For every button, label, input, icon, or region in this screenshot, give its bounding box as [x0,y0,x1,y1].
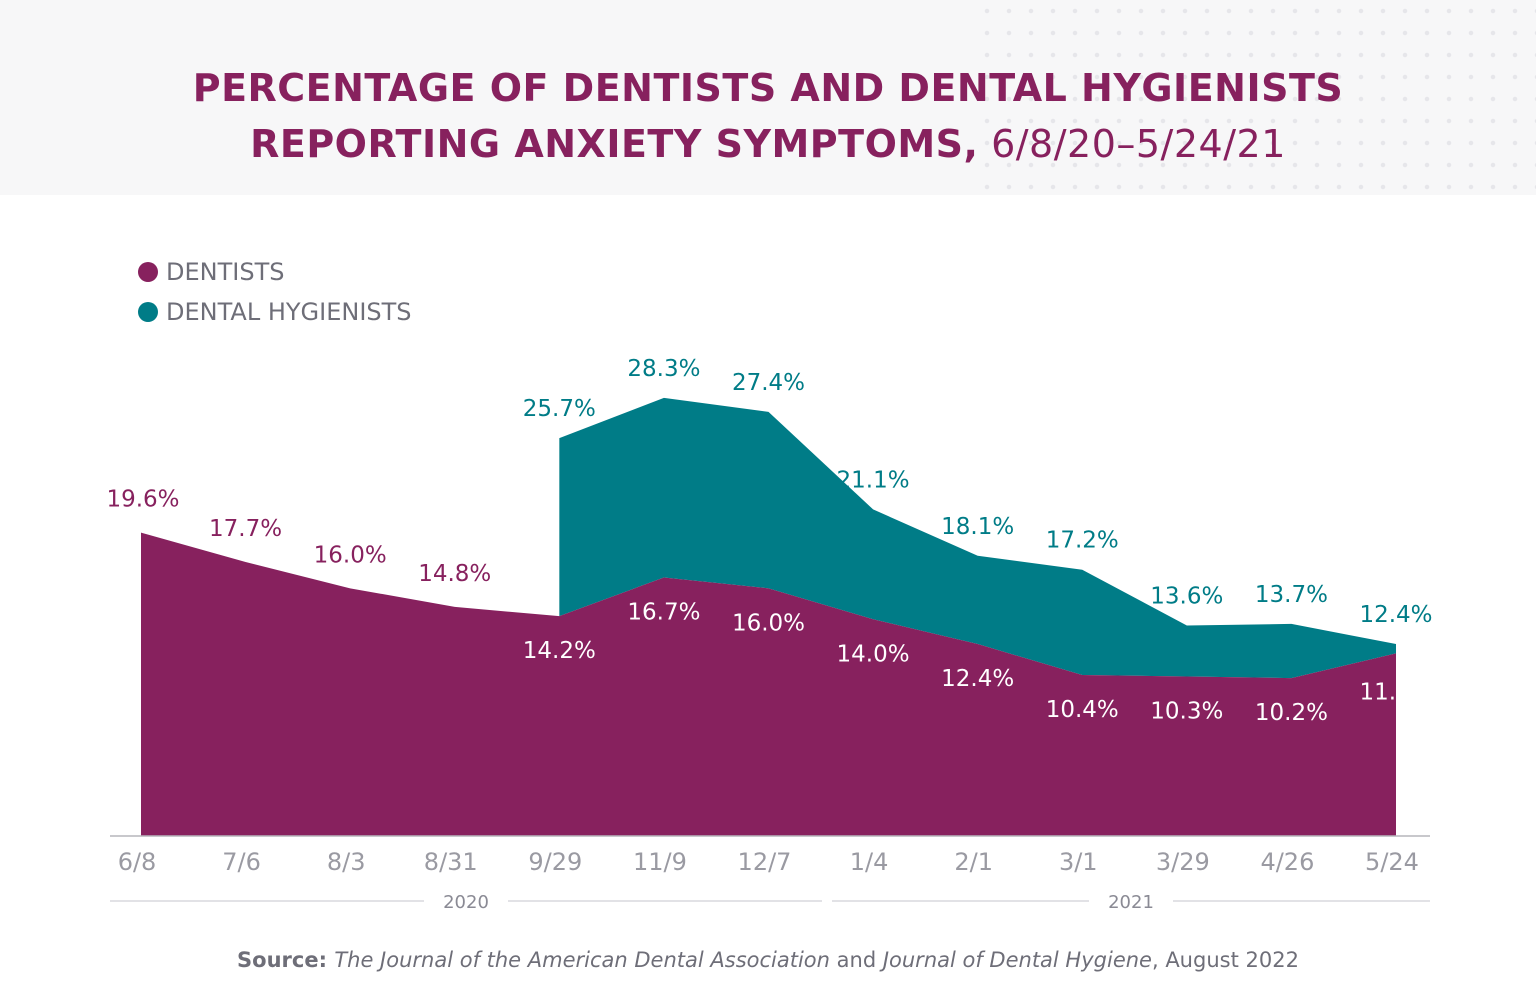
legend-dot-dentists [138,262,158,282]
data-label-hygienists: 17.2% [1046,528,1119,554]
data-label-dentists: 10.3% [1150,699,1223,725]
title-line-2-text: REPORTING ANXIETY SYMPTOMS, [250,122,979,166]
x-tick-label: 9/29 [528,848,582,876]
data-label-hygienists: 28.3% [627,356,700,382]
data-label-dentists: 14.2% [523,638,596,664]
legend-item-dentists: DENTISTS [138,252,412,292]
data-label-dentists: 16.7% [627,599,700,625]
x-tick-label: 8/3 [327,848,366,876]
x-tick-label: 3/1 [1059,848,1098,876]
series-area-dentists [141,532,1396,836]
x-tick-label: 2/1 [954,848,993,876]
x-tick-label: 3/29 [1156,848,1210,876]
x-tick-label: 1/4 [850,848,889,876]
chart-title: PERCENTAGE OF DENTISTS AND DENTAL HYGIEN… [0,60,1536,172]
data-label-dentists: 19.6% [106,487,179,513]
year-label: 2021 [1108,892,1154,913]
data-label-dentists: 10.2% [1255,700,1328,726]
title-line-1: PERCENTAGE OF DENTISTS AND DENTAL HYGIEN… [192,66,1344,110]
source-and: and [829,948,883,972]
data-label-dentists: 11.8% [1359,679,1432,705]
legend-label-dentists: DENTISTS [166,258,285,286]
source-journal-2: Journal of Dental Hygiene [882,948,1152,972]
x-tick-label: 6/8 [118,848,157,876]
data-label-hygienists: 27.4% [732,370,805,396]
source-note: Source: The Journal of the American Dent… [0,948,1536,972]
legend: DENTISTS DENTAL HYGIENISTS [138,252,412,332]
year-label: 2020 [443,892,489,913]
data-label-dentists: 12.4% [941,666,1014,692]
data-label-hygienists: 25.7% [523,396,596,422]
data-label-hygienists: 13.7% [1255,582,1328,608]
title-line-2: REPORTING ANXIETY SYMPTOMS, 6/8/20–5/24/… [0,116,1536,172]
legend-item-hygienists: DENTAL HYGIENISTS [138,292,412,332]
legend-dot-hygienists [138,302,158,322]
x-tick-label: 7/6 [222,848,261,876]
series-area-hygienists [559,397,1396,679]
source-journal-1: The Journal of the American Dental Assoc… [334,948,830,972]
data-label-dentists: 14.0% [837,641,910,667]
x-tick-label: 5/24 [1365,848,1419,876]
data-label-dentists: 16.0% [314,542,387,568]
area-chart: 19.6% 17.7% 16.0% 14.8% 14.2% 16.7% 16.0% 14.0%… [106,356,1432,913]
data-label-dentists: 14.8% [418,561,491,587]
data-label-hygienists: 13.6% [1150,583,1223,609]
dot-pattern [976,0,1536,195]
x-tick-label: 12/7 [738,848,792,876]
data-label-dentists: 17.7% [209,516,282,542]
data-label-hygienists: 18.1% [941,514,1014,540]
header-band [0,0,1536,195]
source-label: Source: [237,948,335,972]
title-date-range: 6/8/20–5/24/21 [978,122,1286,166]
legend-label-hygienists: DENTAL HYGIENISTS [166,298,412,326]
data-label-dentists: 10.4% [1046,697,1119,723]
data-label-hygienists: 21.1% [837,467,910,493]
data-label-hygienists: 12.4% [1359,602,1432,628]
data-label-dentists: 16.0% [732,610,805,636]
source-date: , August 2022 [1151,948,1299,972]
x-tick-label: 8/31 [424,848,478,876]
x-tick-label: 11/9 [633,848,687,876]
x-tick-label: 4/26 [1260,848,1314,876]
